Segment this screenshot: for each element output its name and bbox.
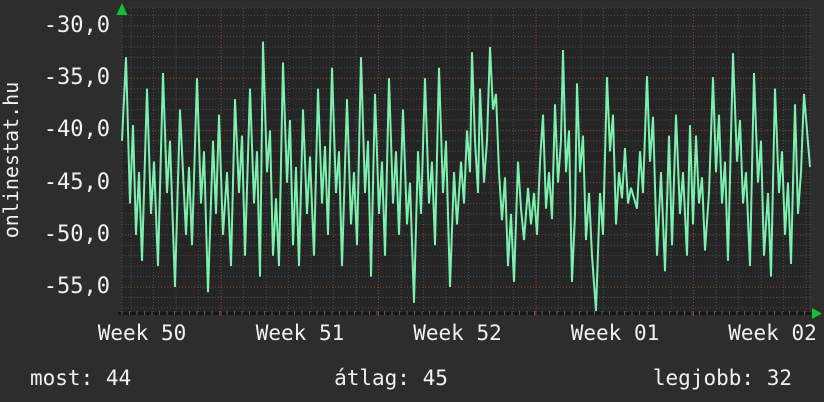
stat-atlag: átlag: 45	[334, 366, 448, 390]
y-tick-label: -45,0	[43, 169, 110, 195]
stat-atlag-value: 45	[422, 366, 448, 390]
y-tick-label: -35,0	[43, 65, 110, 91]
y-tick-label: -55,0	[43, 274, 110, 299]
x-tick-label: Week 02	[728, 321, 817, 345]
site-watermark-label: onlinestat.hu	[0, 81, 23, 239]
stat-legjobb: legjobb: 32	[653, 366, 792, 390]
x-tick-label: Week 50	[97, 321, 187, 345]
y-tick-label: -30,0	[43, 13, 110, 38]
stat-most: most: 44	[30, 366, 131, 390]
stat-legjobb-value: 32	[766, 366, 792, 390]
stat-legjobb-label: legjobb:	[652, 366, 755, 390]
chart-svg	[116, 3, 822, 319]
y-tick-label: -40,0	[43, 117, 110, 143]
x-tick-label: Week 51	[255, 321, 345, 345]
stat-most-label: most:	[30, 366, 94, 390]
stat-atlag-label: átlag:	[334, 366, 410, 390]
stat-most-value: 44	[105, 366, 132, 390]
y-tick-label: -50,0	[43, 221, 110, 247]
x-tick-label: Week 52	[413, 321, 502, 345]
x-tick-label: Week 01	[570, 321, 660, 345]
